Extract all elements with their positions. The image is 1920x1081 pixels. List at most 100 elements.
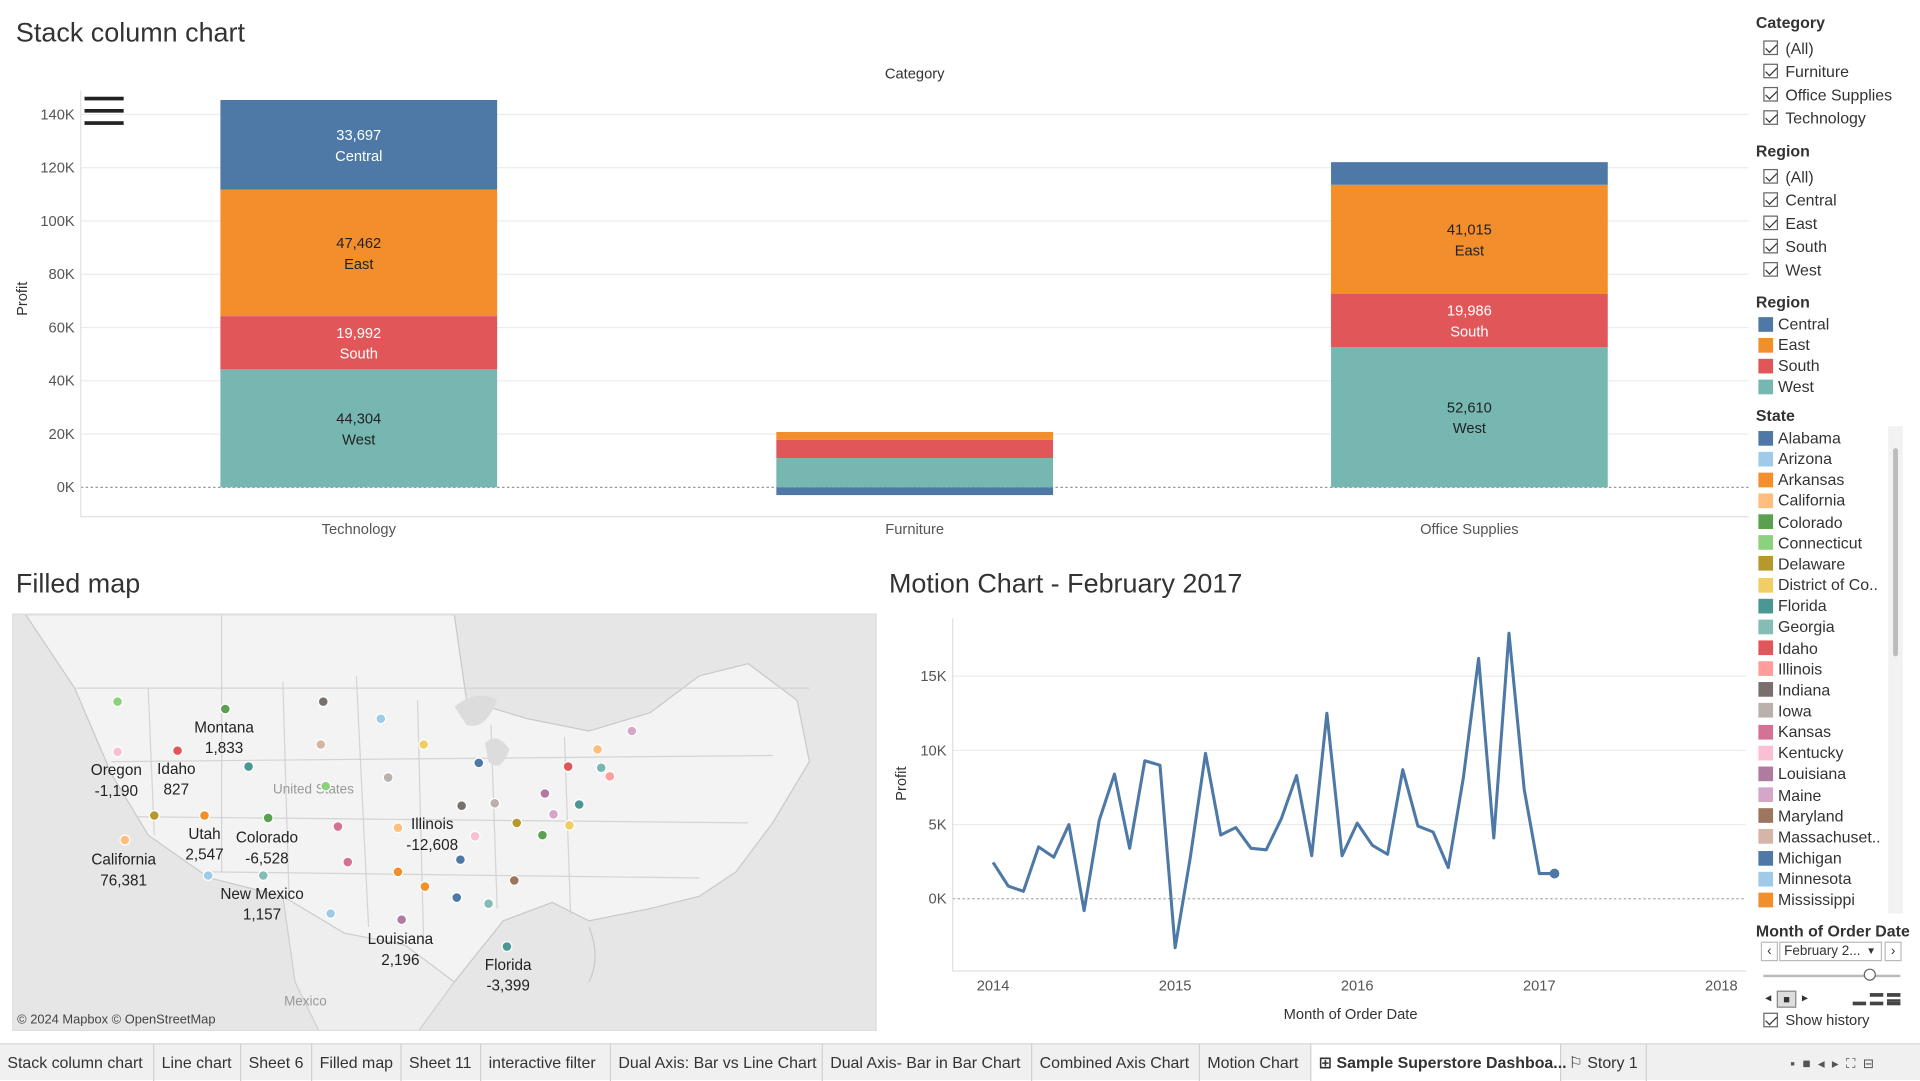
sheet-tab[interactable]: Sheet 11	[402, 1044, 482, 1081]
map-state-marker[interactable]	[562, 761, 574, 773]
map-state-marker[interactable]	[243, 761, 255, 773]
map-state-marker[interactable]	[112, 746, 124, 758]
stack-column-chart[interactable]: Category Profit 140K 120K 100K 80K 60K 40K 20K…	[0, 54, 1751, 544]
chevron-left-icon[interactable]: ‹	[1760, 941, 1778, 962]
state-legend-item[interactable]: Florida	[1758, 595, 1827, 616]
show-history-checkbox[interactable]: Show history	[1763, 1009, 1869, 1031]
tab-nav-icons[interactable]: ▪■◂▸⛶⊟	[1790, 1056, 1882, 1072]
map-state-marker[interactable]	[148, 810, 160, 822]
map-state-marker[interactable]	[112, 696, 124, 708]
sheet-tab[interactable]: ⚐ Story 1	[1561, 1044, 1647, 1081]
sheet-tab[interactable]: Dual Axis- Bar in Bar Chart	[823, 1044, 1033, 1081]
state-legend-item[interactable]: Georgia	[1758, 616, 1835, 637]
state-legend-item[interactable]: Indiana	[1758, 679, 1830, 700]
region-filter-option[interactable]: West	[1763, 258, 1821, 280]
map-state-marker[interactable]	[508, 874, 520, 886]
region-filter-option[interactable]: Central	[1763, 189, 1837, 211]
map-state-marker[interactable]	[257, 870, 269, 882]
map-state-marker[interactable]	[511, 817, 523, 829]
map-state-marker[interactable]	[325, 907, 337, 919]
state-legend-item[interactable]: Michigan	[1758, 847, 1842, 868]
state-legend-scrollbar[interactable]	[1888, 426, 1903, 914]
state-legend-item[interactable]: Maine	[1758, 784, 1821, 805]
stack-bar-segment[interactable]	[220, 316, 498, 370]
state-legend-item[interactable]: Idaho	[1758, 637, 1818, 658]
hamburger-icon[interactable]	[84, 96, 124, 125]
map-state-marker[interactable]	[547, 808, 559, 820]
stack-bar-segment[interactable]	[776, 431, 1054, 440]
state-legend-item[interactable]: Delaware	[1758, 553, 1845, 574]
category-filter-option[interactable]: Technology	[1763, 107, 1866, 129]
state-legend-item[interactable]: Louisiana	[1758, 763, 1846, 784]
state-legend-item[interactable]: Kentucky	[1758, 742, 1843, 763]
map-state-marker[interactable]	[320, 780, 332, 792]
map-state-marker[interactable]	[392, 866, 404, 878]
category-filter-option[interactable]: Furniture	[1763, 60, 1849, 82]
map-state-marker[interactable]	[392, 822, 404, 834]
map-state-marker[interactable]	[315, 738, 327, 751]
chevron-right-icon[interactable]: ›	[1884, 941, 1902, 962]
region-legend-item[interactable]: South	[1758, 355, 1820, 376]
sheet-tab[interactable]: Filled map	[312, 1044, 402, 1081]
map-state-marker[interactable]	[501, 941, 513, 953]
map-state-marker[interactable]	[451, 892, 463, 904]
stack-bar-segment[interactable]	[776, 439, 1054, 459]
step-forward-icon[interactable]: ▸	[1801, 991, 1808, 1006]
motion-chart[interactable]: Profit Month of Order Date 15K 10K 5K 0K 201…	[882, 606, 1751, 1028]
sheet-tab[interactable]: interactive filter	[481, 1044, 612, 1081]
stack-bar-segment[interactable]	[1331, 184, 1608, 295]
state-legend-item[interactable]: District of Co..	[1758, 574, 1878, 595]
state-legend-item[interactable]: Alabama	[1758, 427, 1841, 448]
map-state-marker[interactable]	[626, 725, 638, 737]
map-state-marker[interactable]	[342, 856, 354, 868]
stack-bar-segment[interactable]	[220, 99, 498, 190]
scrollbar-thumb[interactable]	[1893, 448, 1898, 657]
map-state-marker[interactable]	[202, 870, 214, 882]
state-legend-item[interactable]: Kansas	[1758, 721, 1831, 742]
state-legend-item[interactable]: Arizona	[1758, 448, 1832, 469]
map-state-marker[interactable]	[419, 881, 431, 893]
state-legend-item[interactable]: Massachuset..	[1758, 826, 1881, 847]
stack-bar-segment[interactable]	[220, 369, 498, 488]
map-state-marker[interactable]	[489, 797, 501, 809]
category-filter-option[interactable]: Office Supplies	[1763, 83, 1892, 105]
map-state-marker[interactable]	[119, 834, 131, 846]
sheet-tab[interactable]: Sheet 6	[241, 1044, 313, 1081]
map-state-marker[interactable]	[592, 743, 604, 755]
map-state-marker[interactable]	[382, 772, 394, 784]
map-state-marker[interactable]	[483, 898, 495, 910]
map-state-marker[interactable]	[539, 787, 551, 799]
stack-bar-segment[interactable]	[776, 487, 1054, 496]
map-state-marker[interactable]	[563, 819, 575, 831]
step-back-icon[interactable]: ◂	[1765, 991, 1772, 1006]
region-legend-item[interactable]: Central	[1758, 313, 1829, 334]
map-state-marker[interactable]	[375, 713, 387, 725]
map-state-marker[interactable]	[473, 757, 485, 769]
map-state-marker[interactable]	[418, 738, 430, 751]
state-legend-item[interactable]: Colorado	[1758, 511, 1843, 532]
state-legend-item[interactable]: Maryland	[1758, 805, 1843, 826]
date-select[interactable]: February 2... ▼	[1779, 941, 1883, 962]
speed-medium-icon[interactable]	[1869, 993, 1884, 1006]
map-state-marker[interactable]	[536, 829, 548, 841]
region-filter-option[interactable]: (All)	[1763, 165, 1814, 187]
sheet-tab[interactable]: ⊞ Sample Superstore Dashboa...	[1311, 1044, 1567, 1081]
state-legend-item[interactable]: Illinois	[1758, 658, 1822, 679]
filled-map[interactable]: United States Mexico Montana 1,833 Oregon -…	[12, 613, 877, 1032]
speed-fast-icon[interactable]	[1886, 993, 1901, 1006]
map-state-marker[interactable]	[595, 762, 607, 774]
stack-bar-segment[interactable]	[1331, 162, 1608, 185]
map-state-marker[interactable]	[573, 798, 585, 811]
state-legend-item[interactable]: Arkansas	[1758, 469, 1844, 490]
category-filter-option[interactable]: (All)	[1763, 37, 1814, 59]
state-legend-item[interactable]: Mississippi	[1758, 889, 1855, 910]
state-legend-item[interactable]: Connecticut	[1758, 532, 1862, 553]
play-pause-icon[interactable]: ■	[1776, 990, 1797, 1008]
map-state-marker[interactable]	[332, 821, 344, 833]
sheet-tab[interactable]: Dual Axis: Bar vs Line Chart	[611, 1044, 823, 1081]
map-state-marker[interactable]	[396, 914, 408, 926]
speed-slow-icon[interactable]	[1852, 993, 1867, 1006]
stack-bar-segment[interactable]	[220, 189, 498, 317]
region-legend-item[interactable]: West	[1758, 376, 1814, 397]
map-state-marker[interactable]	[317, 696, 329, 708]
